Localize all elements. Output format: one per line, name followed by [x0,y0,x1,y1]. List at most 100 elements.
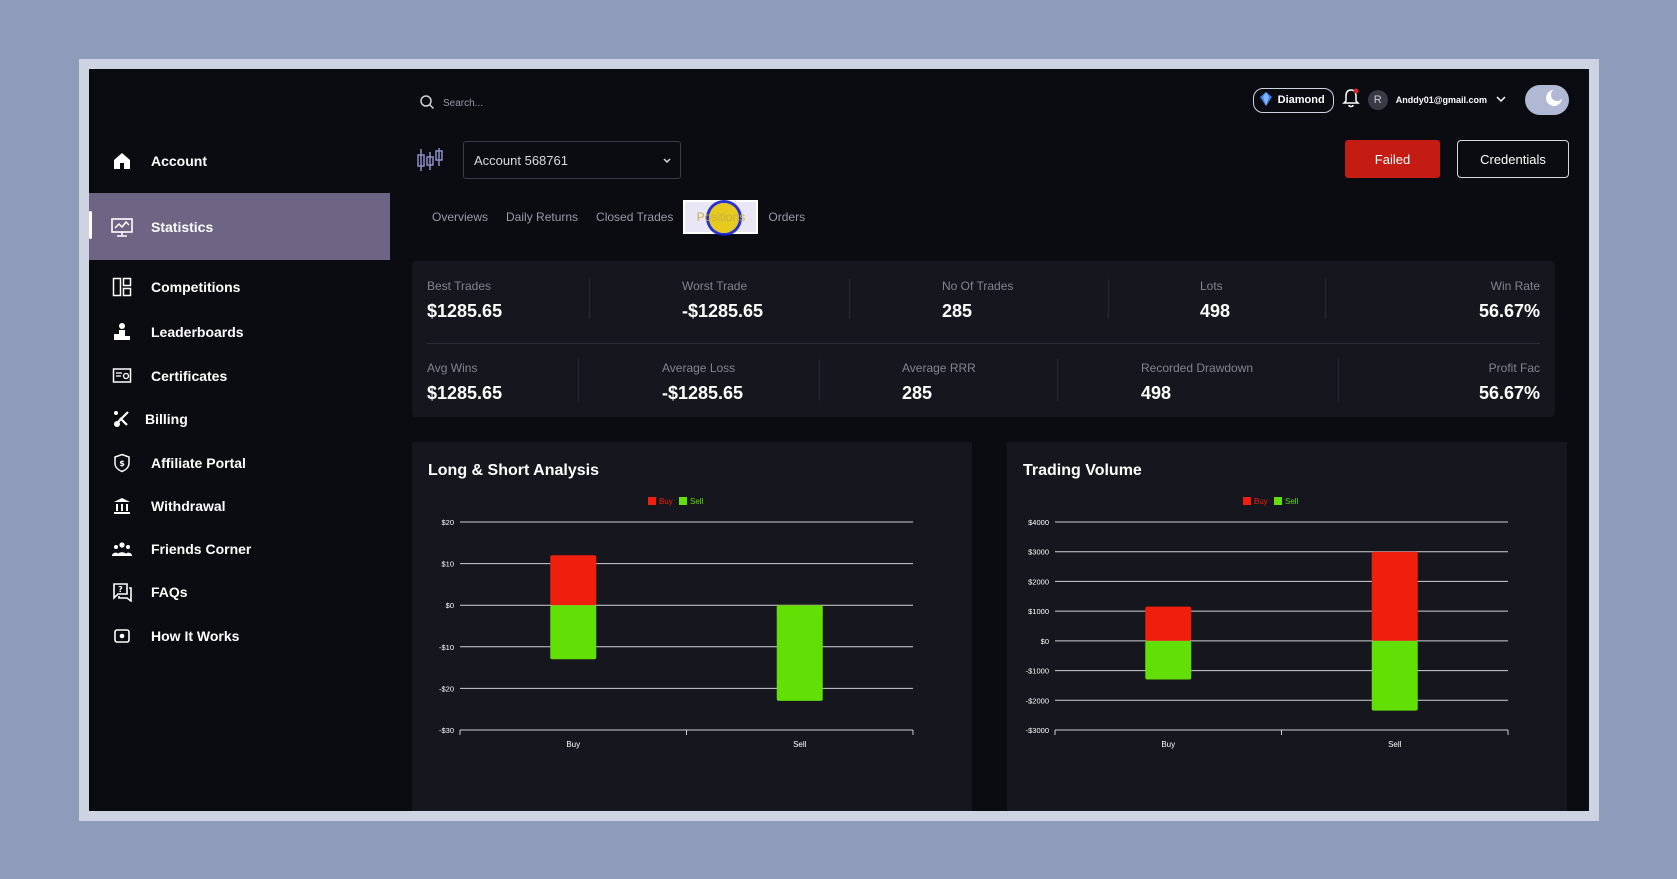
trading-volume-chart: Buy Sell $4000 $3000 $2000 $1000 $0 -$1000 -$200… [1026,497,1509,749]
avatar[interactable]: R [1367,90,1388,110]
legend-label: Buy [1254,497,1268,506]
chevron-down-icon [662,153,672,168]
credentials-button[interactable]: Credentials [1457,140,1569,178]
y-tick-label: $1000 [1028,607,1049,616]
legend-label: Buy [659,497,673,506]
y-tick-label: $10 [441,560,454,569]
chart-title: Long & Short Analysis [428,462,599,479]
sidebar-item-label: Withdrawal [151,498,226,514]
legend-label: Sell [1285,497,1299,506]
chevron-down-icon[interactable] [1495,91,1507,109]
bar-buy-buy [1145,606,1192,641]
stat-label: No Of Trades [942,279,1014,293]
sidebar-item-label: Certificates [151,368,228,384]
stat-value: 285 [942,301,973,321]
stat-value: $1285.65 [427,301,503,321]
sidebar-item-affiliate-portal[interactable]: $ Affiliate Portal [89,443,390,483]
sidebar-item-competitions[interactable]: Competitions [89,267,390,307]
tab-closed-trades[interactable]: Closed Trades [596,210,674,224]
home-icon [111,150,133,172]
sidebar-item-withdrawal[interactable]: Withdrawal [89,486,390,526]
tab-overviews[interactable]: Overviews [432,210,489,224]
sidebar-item-billing[interactable]: Billing [89,399,390,439]
sidebar-item-label: How It Works [151,628,240,644]
stat-value: 56.67% [1478,301,1540,321]
account-select[interactable]: Account 568761 [463,141,681,179]
y-tick-label: $3000 [1028,548,1049,557]
sidebar-item-faqs[interactable]: ? FAQs [89,572,390,612]
trading-volume-chart-card: Trading Volume Buy Sell $4000 $3000 $2000 $10… [1007,442,1567,811]
user-email[interactable]: Anddy01@gmail.com [1395,95,1487,105]
candlestick-icon [415,146,445,179]
sidebar-item-leaderboards[interactable]: Leaderboards [89,312,390,352]
sidebar-item-label: Account [151,153,207,169]
sidebar-item-how-it-works[interactable]: How It Works [89,616,390,656]
svg-text:?: ? [118,585,123,594]
y-tick-label: -$10 [439,643,454,652]
tier-badge[interactable]: Diamond [1252,87,1334,113]
theme-toggle[interactable] [1525,85,1569,115]
long-short-chart: Buy Sell $20 $10 $0 -$10 -$20 -$30 Buy Sell [439,497,914,749]
tab-daily-returns[interactable]: Daily Returns [506,210,579,224]
stat-value: 56.67% [1478,383,1540,403]
account-select-value: Account 568761 [474,152,568,168]
x-tick-label: Buy [566,740,580,749]
stat-label: Avg Wins [427,361,478,375]
bar-buy-buy [550,555,597,606]
sidebar-item-label: Statistics [151,218,214,235]
tab-bar: Overviews Daily Returns Closed Trades Po… [424,200,815,234]
stat-value: $1285.65 [427,383,503,403]
stats-panel: Best Trades $1285.65 Worst Trade -$1285.… [412,261,1555,417]
stat-label: Worst Trade [682,279,748,293]
tab-orders[interactable]: Orders [768,210,806,224]
search-bar [419,94,643,113]
stat-value: -$1285.65 [662,383,744,403]
stat-recorded-drawdown: Recorded Drawdown 498 [1141,361,1253,404]
long-short-chart-card: Long & Short Analysis Buy Sell $20 $10 $0 -$1… [412,442,972,811]
sidebar-item-account[interactable]: Account [89,141,390,181]
y-tick-label: $2000 [1028,577,1049,586]
sidebar-item-certificates[interactable]: Certificates [89,356,390,396]
billing-icon [111,408,133,430]
divider [1338,359,1339,401]
legend-swatch [1243,497,1251,505]
search-icon [419,94,435,113]
legend-label: Sell [690,497,704,506]
bar-sell-buy [550,605,597,660]
sidebar-item-label: Leaderboards [151,324,244,340]
tab-positions[interactable]: Positions [683,200,759,234]
stat-label: Average Loss [662,361,736,375]
diamond-icon [1258,91,1274,110]
bar-sell-sell [776,605,823,701]
faq-icon: ? [111,581,133,603]
y-tick-label: -$30 [439,726,454,735]
divider [1325,279,1326,319]
sidebar-item-label: Competitions [151,279,241,295]
stat-no-of-trades: No Of Trades 285 [942,279,1013,322]
x-tick-label: Buy [1161,740,1175,749]
divider [849,279,850,319]
y-tick-label: $20 [441,518,454,527]
app-window: Account Statistics Competitions Leaderbo… [89,69,1589,811]
search-input[interactable] [443,98,643,109]
sidebar: Account Statistics Competitions Leaderbo… [89,69,390,811]
y-tick-label: -$1000 [1026,667,1049,676]
y-tick-label: -$3000 [1026,726,1049,735]
stat-value: -$1285.65 [682,301,764,321]
stat-average-rrr: Average RRR 285 [902,361,976,404]
stat-value: 498 [1200,301,1231,321]
stat-value: 285 [902,383,933,403]
stat-lots: Lots 498 [1200,279,1230,322]
moon-icon [1545,88,1563,112]
shield-icon: $ [111,452,133,474]
sidebar-item-friends-corner[interactable]: Friends Corner [89,529,390,569]
sidebar-item-label: FAQs [151,584,188,600]
bell-icon[interactable] [1341,88,1360,113]
divider [578,359,579,401]
bar-sell-sell [1371,640,1418,711]
failed-button[interactable]: Failed [1345,140,1440,178]
stat-worst-trade: Worst Trade -$1285.65 [682,279,763,322]
sidebar-item-statistics[interactable]: Statistics [89,193,390,260]
y-tick-label: $0 [1041,637,1049,646]
y-tick-label: -$20 [439,684,454,693]
